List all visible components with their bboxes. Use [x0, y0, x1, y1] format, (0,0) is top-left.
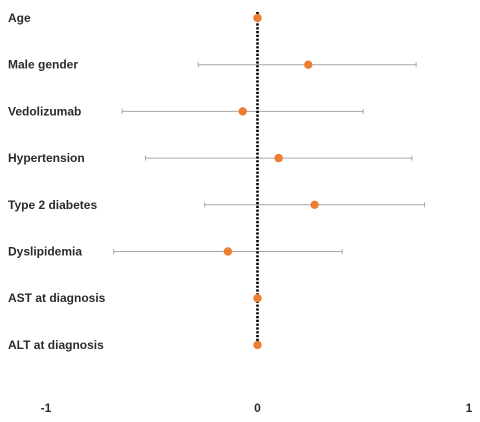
point-age [253, 13, 262, 23]
point-vedolizumab [238, 107, 247, 116]
row-label-male-gender: Male gender [8, 58, 78, 72]
points-layer [223, 13, 319, 350]
error-bars-layer [113, 62, 426, 254]
row-label-type-2-diabetes: Type 2 diabetes [8, 198, 97, 212]
point-alt-at-diagnosis [253, 340, 262, 350]
row-label-hypertension: Hypertension [8, 151, 85, 165]
x-tick-label-neg1: -1 [41, 401, 52, 415]
point-dyslipidemia [223, 247, 233, 256]
x-tick-labels-layer: -1 0 1 [41, 401, 473, 415]
row-label-vedolizumab: Vedolizumab [8, 104, 81, 118]
point-type-2-diabetes [310, 200, 319, 209]
point-hypertension [274, 153, 283, 163]
row-label-dyslipidemia: Dyslipidemia [8, 245, 82, 259]
point-male-gender [304, 60, 313, 69]
point-ast-at-diagnosis [253, 294, 262, 303]
row-labels-layer: Age Male gender Vedolizumab Hypertension Typ… [8, 11, 106, 352]
row-label-age: Age [8, 11, 31, 25]
row-label-ast-at-diagnosis: AST at diagnosis [8, 291, 106, 305]
row-label-alt-at-diagnosis: ALT at diagnosis [8, 338, 104, 352]
x-tick-label-1: 1 [466, 401, 473, 415]
x-tick-label-0: 0 [254, 401, 261, 415]
